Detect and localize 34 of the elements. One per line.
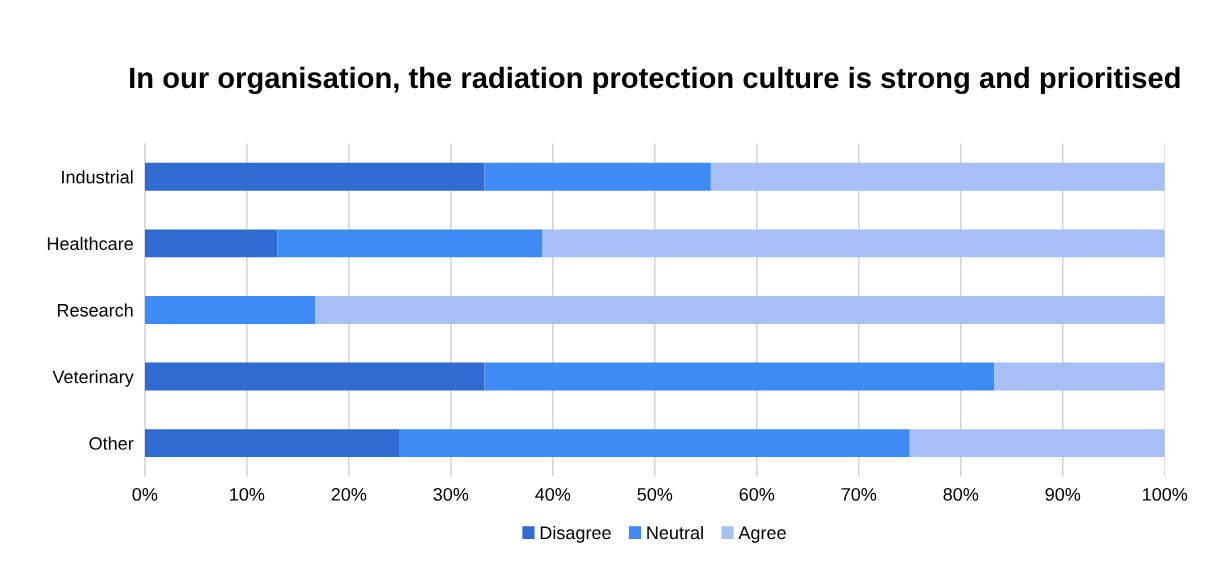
y-tick-label: Industrial: [62, 170, 133, 184]
bar: [144, 229, 278, 258]
x-tick-label: 50%: [637, 488, 673, 501]
y-tick-label: Veterinary: [52, 370, 134, 387]
y-tick-label: Other: [89, 436, 134, 450]
y-tick-label: Research: [57, 303, 133, 317]
x-tick-label: 60%: [739, 488, 775, 501]
x-tick-label: 40%: [535, 488, 571, 501]
bar: [484, 162, 711, 191]
bar: [994, 362, 1165, 391]
legend-label: Agree: [738, 526, 786, 543]
x-tick-label: 70%: [841, 488, 877, 501]
x-tick-label: 80%: [943, 488, 979, 501]
x-tick-label: 30%: [433, 488, 469, 501]
chart-title: In our organisation, the radiation protection culture is strong and prioritised: [130, 66, 1180, 95]
legend-label: Neutral: [647, 525, 703, 540]
bar: [144, 362, 485, 391]
bar: [144, 429, 400, 458]
bar: [315, 295, 1165, 324]
x-tick-label: 10%: [230, 488, 265, 501]
bar: [909, 429, 1165, 458]
bar: [144, 162, 485, 191]
bar: [542, 229, 1165, 258]
bar: [144, 295, 316, 324]
bar: [277, 229, 543, 258]
bar: [399, 429, 910, 458]
x-tick-label: 100%: [1143, 488, 1188, 501]
x-tick-label: 0%: [132, 488, 158, 501]
bar: [484, 362, 995, 391]
legend-label: Disagree: [540, 525, 611, 543]
y-tick-label: Healthcare: [47, 236, 133, 251]
x-tick-label: 20%: [331, 488, 367, 501]
x-tick-label: 90%: [1045, 488, 1081, 501]
bar: [710, 162, 1165, 191]
